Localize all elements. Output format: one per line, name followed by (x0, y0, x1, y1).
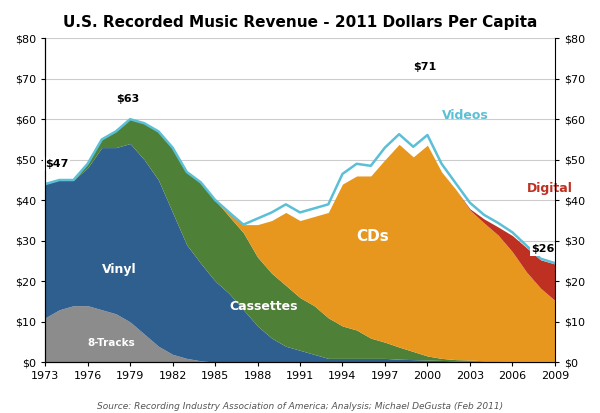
Text: CDs: CDs (356, 229, 389, 244)
Text: Source: Recording Industry Association of America; Analysis; Michael DeGusta (Fe: Source: Recording Industry Association o… (97, 402, 503, 411)
Text: 8-Tracks: 8-Tracks (88, 338, 136, 348)
Text: $71: $71 (413, 62, 437, 72)
Text: $47: $47 (45, 159, 68, 169)
Text: Vinyl: Vinyl (102, 263, 136, 276)
Text: $63: $63 (116, 94, 139, 104)
Text: Cassettes: Cassettes (229, 300, 298, 313)
Text: Digital: Digital (527, 182, 572, 195)
Text: Videos: Videos (442, 109, 488, 122)
Title: U.S. Recorded Music Revenue - 2011 Dollars Per Capita: U.S. Recorded Music Revenue - 2011 Dolla… (63, 15, 537, 30)
Text: $26: $26 (532, 244, 555, 254)
